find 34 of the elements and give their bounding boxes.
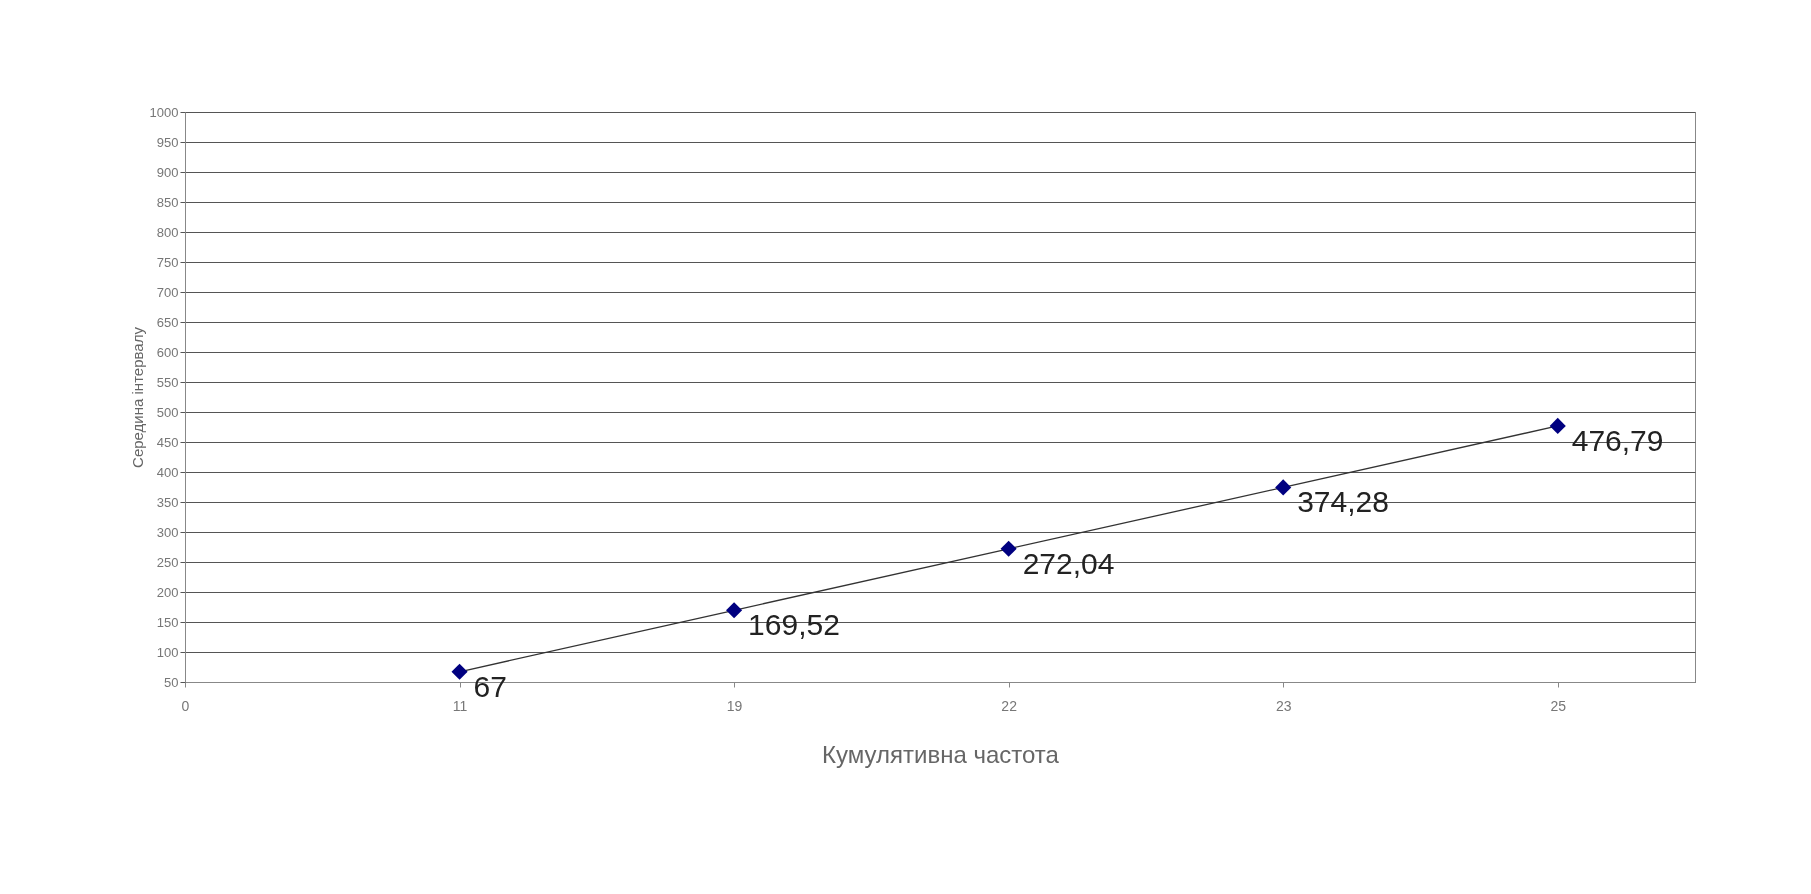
y-tick-label: 850 bbox=[156, 194, 179, 210]
y-tick-label: 500 bbox=[156, 404, 179, 420]
y-tick-label: 550 bbox=[156, 374, 179, 390]
y-tick-label: 1000 bbox=[149, 104, 179, 120]
x-tick-label: 0 bbox=[181, 697, 190, 714]
x-tick-label: 22 bbox=[1001, 697, 1018, 714]
y-tick-label: 900 bbox=[156, 164, 179, 180]
y-tick-label: 800 bbox=[156, 224, 179, 240]
y-tick-label: 650 bbox=[156, 314, 179, 330]
point bbox=[1000, 540, 1017, 557]
y-tick-label: 50 bbox=[164, 674, 179, 690]
x-tick-label: 11 bbox=[452, 697, 468, 714]
x-axis-title: Кумулятивна частота bbox=[822, 740, 1060, 768]
x-tick-label: 19 bbox=[726, 697, 743, 714]
point bbox=[451, 663, 468, 680]
y-tick-label: 200 bbox=[156, 584, 179, 600]
y-tick-label: 950 bbox=[156, 134, 179, 150]
y-tick-label: 150 bbox=[156, 614, 179, 630]
y-tick-label: 700 bbox=[156, 284, 179, 300]
data-label: 67 bbox=[473, 669, 507, 703]
y-tick-label: 250 bbox=[156, 554, 179, 570]
x-tick-label: 23 bbox=[1275, 697, 1292, 714]
point bbox=[726, 602, 743, 619]
x-tick-label: 25 bbox=[1550, 697, 1567, 714]
point bbox=[1549, 417, 1566, 434]
y-tick-label: 750 bbox=[156, 254, 179, 270]
y-tick-label: 100 bbox=[156, 644, 179, 660]
point bbox=[1275, 479, 1292, 496]
y-axis-title: Середина інтервалу bbox=[128, 326, 146, 468]
y-tick-label: 350 bbox=[156, 494, 179, 510]
y-tick-label: 600 bbox=[156, 344, 179, 360]
y-tick-label: 450 bbox=[156, 434, 179, 450]
y-tick-label: 300 bbox=[156, 524, 179, 540]
y-tick-label: 400 bbox=[156, 464, 179, 480]
